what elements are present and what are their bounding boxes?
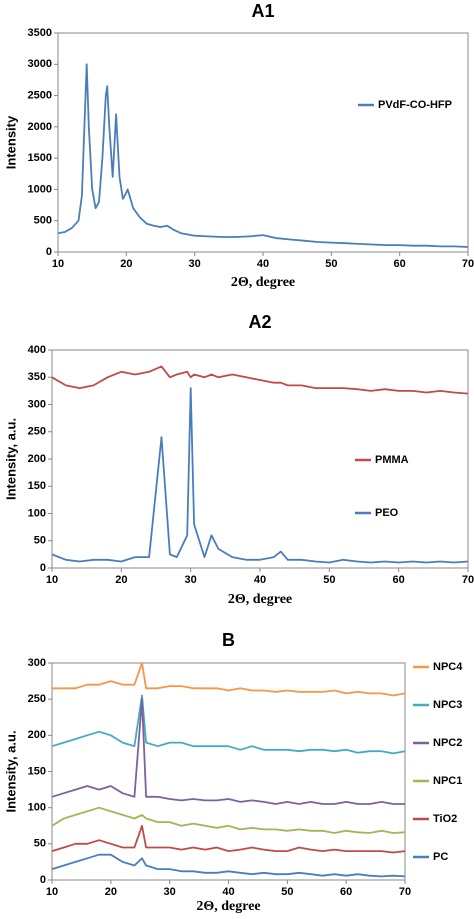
x-tick-label: 30 bbox=[189, 258, 201, 270]
y-tick-label: 300 bbox=[28, 657, 46, 669]
legend-label: PC bbox=[433, 851, 448, 863]
legend-label: NPC2 bbox=[433, 737, 462, 749]
y-tick-label: 250 bbox=[28, 426, 46, 438]
chart-title: A1 bbox=[251, 1, 274, 21]
series-line bbox=[51, 387, 469, 564]
x-tick-label: 70 bbox=[462, 258, 474, 270]
y-tick-label: 0 bbox=[40, 874, 46, 886]
legend-label: NPC1 bbox=[433, 775, 462, 787]
x-tick-label: 50 bbox=[325, 258, 337, 270]
series-line bbox=[51, 694, 406, 755]
y-tick-label: 50 bbox=[34, 838, 46, 850]
series-line bbox=[51, 824, 406, 854]
y-tick-label: 50 bbox=[34, 535, 46, 547]
x-tick-label: 50 bbox=[281, 886, 293, 898]
y-axis-label: Intensity, a.u. bbox=[3, 730, 18, 812]
x-axis-label: 2Θ, degree bbox=[231, 275, 295, 290]
y-axis-label: Intensity bbox=[3, 115, 18, 169]
y-tick-label: 350 bbox=[28, 371, 46, 383]
x-tick-label: 40 bbox=[222, 886, 234, 898]
x-tick-label: 70 bbox=[399, 886, 411, 898]
y-tick-label: 0 bbox=[40, 562, 46, 574]
series-line bbox=[51, 853, 406, 878]
series-line bbox=[57, 63, 469, 248]
legend-label: NPC4 bbox=[433, 661, 463, 673]
x-tick-label: 40 bbox=[257, 258, 269, 270]
x-tick-label: 10 bbox=[52, 258, 64, 270]
x-tick-label: 70 bbox=[462, 574, 474, 586]
series-line bbox=[51, 365, 469, 395]
series-line bbox=[52, 662, 406, 697]
y-tick-label: 200 bbox=[28, 453, 46, 465]
y-tick-label: 400 bbox=[28, 344, 46, 356]
y-tick-label: 0 bbox=[46, 246, 52, 258]
series-line bbox=[51, 698, 405, 805]
x-tick-label: 60 bbox=[393, 574, 405, 586]
series-line bbox=[51, 806, 406, 834]
x-tick-label: 30 bbox=[164, 886, 176, 898]
chart-title: A2 bbox=[248, 312, 271, 332]
chart-title: B bbox=[222, 630, 235, 650]
y-tick-label: 1500 bbox=[28, 152, 52, 164]
y-tick-label: 2500 bbox=[28, 89, 52, 101]
legend-label: PVdF-CO-HFP bbox=[378, 99, 452, 111]
x-tick-label: 40 bbox=[254, 574, 266, 586]
y-tick-label: 100 bbox=[28, 802, 46, 814]
x-tick-label: 20 bbox=[105, 886, 117, 898]
x-tick-label: 30 bbox=[185, 574, 197, 586]
x-tick-label: 20 bbox=[115, 574, 127, 586]
x-tick-label: 50 bbox=[323, 574, 335, 586]
y-tick-label: 150 bbox=[28, 765, 46, 777]
y-tick-label: 100 bbox=[28, 507, 46, 519]
y-tick-label: 200 bbox=[28, 729, 46, 741]
legend-label: PMMA bbox=[375, 454, 409, 466]
x-tick-label: 60 bbox=[394, 258, 406, 270]
legend-label: TiO2 bbox=[433, 813, 457, 825]
y-tick-label: 1000 bbox=[28, 183, 52, 195]
x-axis-label: 2Θ, degree bbox=[196, 899, 260, 914]
x-axis-label: 2Θ, degree bbox=[228, 592, 292, 607]
x-tick-label: 10 bbox=[46, 574, 58, 586]
y-tick-label: 3000 bbox=[28, 58, 52, 70]
legend-label: PEO bbox=[375, 507, 399, 519]
plot-frame bbox=[51, 662, 406, 881]
y-axis-label: Intensity, a.u. bbox=[3, 418, 18, 500]
x-tick-label: 60 bbox=[340, 886, 352, 898]
y-tick-label: 150 bbox=[28, 480, 46, 492]
y-tick-label: 250 bbox=[28, 693, 46, 705]
y-tick-label: 300 bbox=[28, 398, 46, 410]
y-tick-label: 500 bbox=[34, 215, 52, 227]
x-tick-label: 10 bbox=[46, 886, 58, 898]
legend-label: NPC3 bbox=[433, 699, 462, 711]
x-tick-label: 20 bbox=[120, 258, 132, 270]
plot-frame bbox=[57, 32, 469, 253]
y-tick-label: 2000 bbox=[28, 121, 52, 133]
y-tick-label: 3500 bbox=[28, 27, 52, 39]
